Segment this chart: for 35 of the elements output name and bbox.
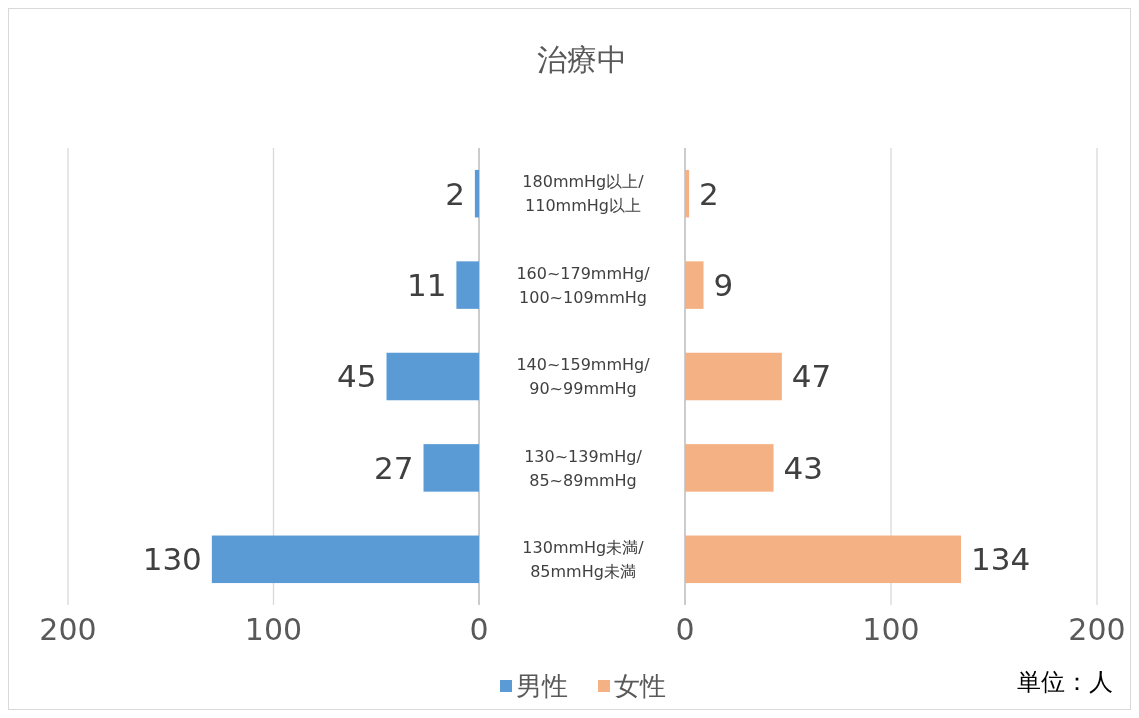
data-label: 9	[713, 266, 734, 303]
bar	[685, 261, 704, 309]
data-label: 47	[791, 358, 832, 395]
bar	[474, 169, 479, 218]
y-tick-label: 180mmHg以上/110mmHg以上	[522, 172, 645, 216]
bar	[423, 444, 479, 492]
x-tick-label: 0	[675, 612, 695, 647]
bar	[211, 535, 479, 584]
data-label: 2	[699, 175, 719, 212]
bar	[386, 352, 479, 401]
text: 単位：人	[1017, 668, 1113, 696]
data-label: 134	[971, 541, 1031, 578]
bar	[685, 444, 774, 492]
x-tick-label: 200	[1068, 612, 1126, 647]
text: 治療中	[536, 42, 627, 77]
y-tick-label: 130mmHg未満/85mmHg未満	[522, 537, 645, 581]
data-label: 45	[337, 358, 377, 395]
y-tick-label: 160~179mmHg/100~109mmHg	[516, 263, 651, 307]
bar	[685, 169, 690, 218]
y-tick-label: 140~159mmHg/90~99mmHg	[516, 355, 651, 399]
x-tick-label: 0	[469, 612, 489, 647]
legend-label: 女性	[614, 671, 666, 702]
x-tick-label: 200	[39, 612, 97, 647]
data-label: 43	[783, 449, 824, 486]
bar	[456, 261, 479, 309]
bar	[685, 352, 782, 401]
data-label: 130	[142, 541, 202, 578]
x-tick-label: 100	[244, 612, 303, 647]
legend-label: 男性	[516, 671, 568, 702]
data-label: 27	[374, 449, 414, 486]
x-tick-label: 100	[862, 612, 920, 647]
bar	[685, 535, 962, 584]
data-label: 2	[445, 175, 465, 212]
y-tick-label: 130~139mHg/85~89mmHg	[524, 446, 643, 490]
data-label: 11	[406, 266, 447, 303]
